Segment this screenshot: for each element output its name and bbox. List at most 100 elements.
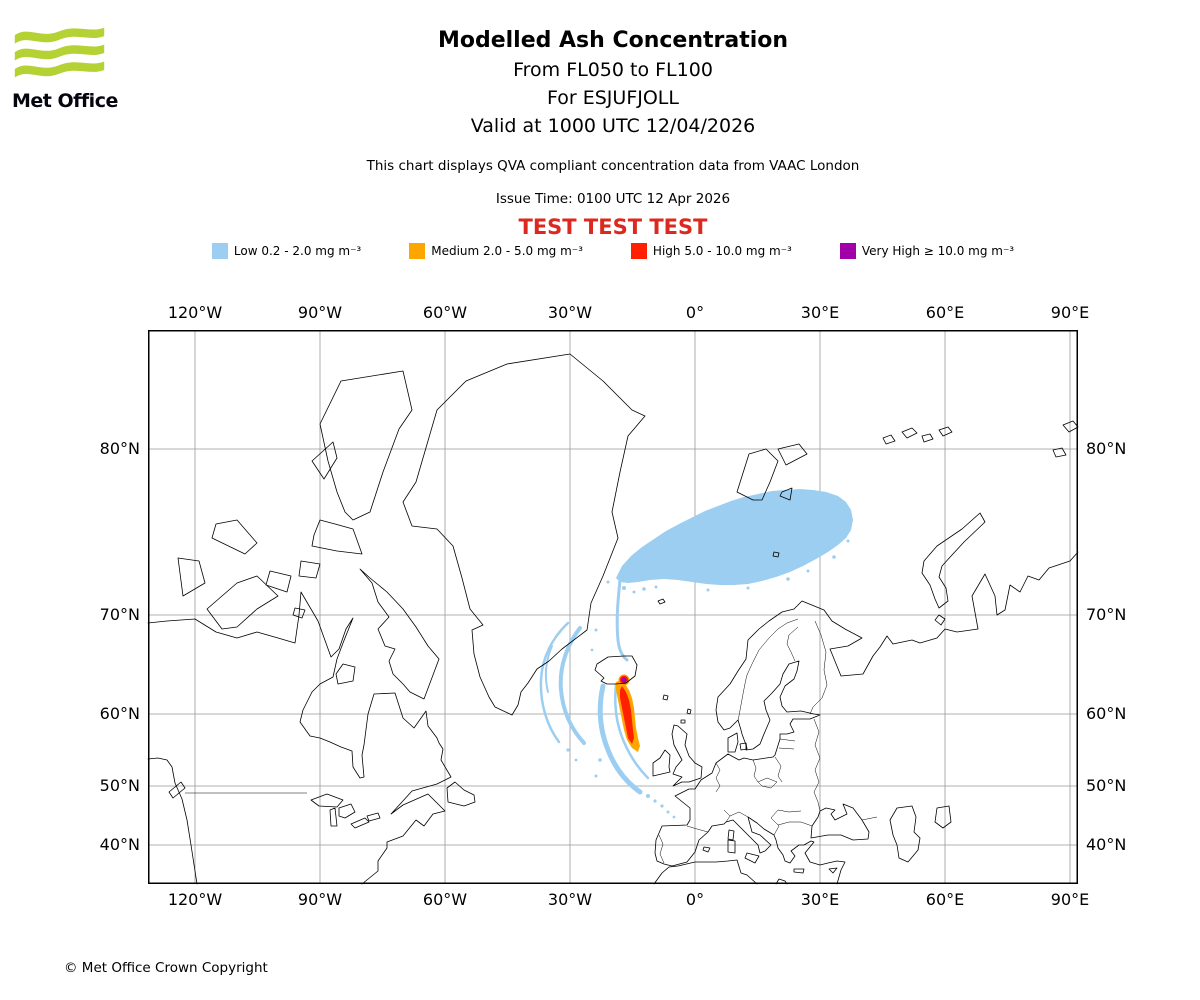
lat-label-left: 70°N: [99, 605, 140, 624]
legend-label: Very High ≥ 10.0 mg m⁻³: [861, 244, 1015, 258]
coastline-small-islands: [657, 551, 780, 724]
lon-label-bottom: 60°E: [925, 890, 965, 909]
logo-wordmark: Met Office: [12, 90, 118, 112]
ash-low-speck: [832, 555, 836, 559]
ash-low-speck: [590, 648, 594, 652]
legend-label: Medium 2.0 - 5.0 mg m⁻³: [431, 244, 583, 258]
ash-low-wisp: [615, 578, 629, 662]
coastline-ireland: [652, 749, 671, 777]
ash-low-speck: [574, 758, 578, 762]
legend-swatch-medium: [409, 243, 426, 259]
great-lakes: [310, 793, 381, 829]
ash-low-speck: [594, 628, 598, 632]
ash-low-speck: [706, 588, 710, 592]
coastline-novaya-zemlya: [921, 512, 986, 626]
lon-label-bottom: 90°W: [297, 890, 343, 909]
issue-time: Issue Time: 0100 UTC 12 Apr 2026: [495, 191, 731, 207]
lon-label-top: 0°: [685, 303, 705, 322]
map-area: 120°W 120°W 90°W 90°W 60°W 60°W 30°W 30°W 0° 0° 30…: [100, 303, 1127, 909]
lon-label-bottom: 0°: [685, 890, 705, 909]
coastline-black-sea: [810, 803, 870, 841]
ash-low-speck: [806, 569, 810, 573]
coastline-pacific: [147, 757, 198, 885]
title-valid-time: Valid at 1000 UTC 12/04/2026: [470, 115, 756, 137]
legend-swatch-high: [630, 243, 647, 259]
coastline-denmark: [727, 732, 748, 753]
lon-label-bottom: 30°E: [800, 890, 840, 909]
legend-item-medium: Medium 2.0 - 5.0 mg m⁻³: [409, 243, 583, 259]
legend-item-very-high: Very High ≥ 10.0 mg m⁻³: [839, 243, 1015, 259]
ash-low-speck: [846, 539, 850, 543]
ash-low-speck: [646, 794, 650, 798]
ash-low-speck: [632, 590, 636, 594]
page-title: Modelled Ash Concentration: [437, 28, 789, 53]
lat-label-right: 80°N: [1086, 439, 1127, 458]
lat-label-left: 80°N: [99, 439, 140, 458]
lon-label-top: 120°W: [167, 303, 223, 322]
ash-low-wisp: [597, 683, 643, 795]
met-office-logo: Met Office: [12, 22, 122, 112]
lat-label-left: 40°N: [99, 835, 140, 854]
ash-low-speck: [660, 804, 664, 808]
map-frame: [148, 330, 1078, 884]
ash-low-speck: [594, 774, 598, 778]
title-flight-levels: From FL050 to FL100: [513, 59, 713, 81]
lat-label-left: 50°N: [99, 776, 140, 795]
coastline-newfoundland: [446, 781, 476, 807]
coastline-caspian-sea: [889, 805, 921, 863]
legend-item-low: Low 0.2 - 2.0 mg m⁻³: [211, 243, 362, 259]
ash-low-speck: [672, 815, 676, 819]
ash-low-speck: [606, 580, 610, 584]
ash-low-speck: [598, 758, 602, 762]
europe-borders: [658, 618, 878, 864]
coastline-iceland: [594, 655, 638, 685]
lon-label-top: 60°W: [422, 303, 468, 322]
coastline-north-africa: [653, 859, 788, 885]
lon-label-bottom: 60°W: [422, 890, 468, 909]
lon-label-top: 30°W: [547, 303, 593, 322]
ash-low-wisp: [558, 626, 586, 745]
ash-low-wisp: [539, 621, 570, 744]
coastlines: [147, 353, 1079, 885]
ash-low-speck: [622, 586, 626, 590]
compliance-note: This chart displays QVA compliant concen…: [366, 158, 860, 174]
lat-label-right: 40°N: [1086, 835, 1127, 854]
coastline-franz-josef-land: [882, 420, 1079, 458]
ash-low-main-band: [616, 489, 853, 585]
map-canvas: [147, 330, 1079, 885]
ash-low-speck: [746, 586, 750, 590]
coastline-svalbard: [736, 443, 808, 501]
ash-low-speck: [653, 799, 657, 803]
country-borders: [185, 618, 878, 864]
ash-very_high-source-marker: [621, 677, 627, 683]
ash-low-wisp: [614, 682, 650, 780]
coastline-mediterranean-islands: [702, 829, 838, 874]
ash-high-streak: [620, 686, 634, 744]
legend-swatch-very-high: [839, 243, 856, 259]
legend-swatch-low: [211, 243, 228, 259]
concentration-legend: Low 0.2 - 2.0 mg m⁻³ Medium 2.0 - 5.0 mg …: [13, 243, 1200, 259]
coastline-arctic-archipelago: [177, 370, 413, 685]
lon-label-bottom: 120°W: [167, 890, 223, 909]
ash-low-speck: [786, 577, 790, 581]
ash-low-speck: [666, 810, 670, 814]
legend-label: High 5.0 - 10.0 mg m⁻³: [652, 244, 792, 258]
test-banner: TEST TEST TEST: [518, 215, 708, 239]
coastline-baffin-island: [359, 568, 440, 700]
ash-low-speck: [566, 748, 570, 752]
coastline-greenland: [402, 353, 646, 716]
logo-flag-icon: [14, 27, 105, 78]
lon-label-top: 30°E: [800, 303, 840, 322]
legend-item-high: High 5.0 - 10.0 mg m⁻³: [630, 243, 792, 259]
lat-label-right: 60°N: [1086, 704, 1127, 723]
coastline-eurasia: [654, 551, 1079, 885]
copyright: © Met Office Crown Copyright: [64, 960, 268, 976]
lat-label-right: 50°N: [1086, 776, 1127, 795]
lon-label-top: 60°E: [925, 303, 965, 322]
ash-low-speck: [642, 587, 646, 591]
title-volcano: For ESJUFJOLL: [547, 87, 679, 109]
chart-header: Modelled Ash Concentration From FL050 to…: [13, 28, 1200, 137]
legend-label: Low 0.2 - 2.0 mg m⁻³: [233, 244, 362, 258]
lat-label-left: 60°N: [99, 704, 140, 723]
